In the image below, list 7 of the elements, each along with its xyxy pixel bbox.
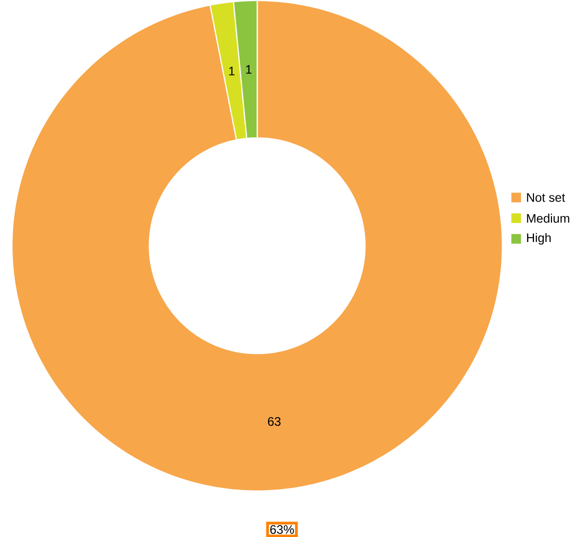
- legend-label: Medium: [527, 214, 570, 223]
- legend-label: High: [527, 232, 551, 244]
- legend-label: Not set: [527, 193, 566, 202]
- data-label: 1: [229, 66, 235, 76]
- data-label: 1: [246, 65, 252, 74]
- text: 63%: [270, 524, 294, 534]
- data-label: 63: [268, 416, 281, 426]
